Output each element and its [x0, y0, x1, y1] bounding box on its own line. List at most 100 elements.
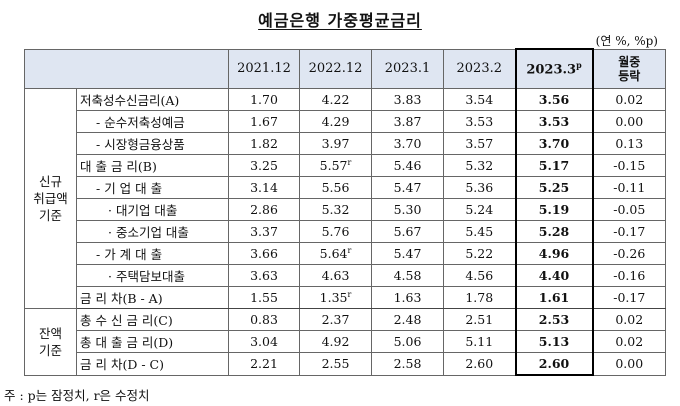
cell-v3: 5.46: [371, 154, 444, 177]
table-row: 대 출 금 리(B) 3.25 5.57r 5.46 5.32 5.17 -0.15: [25, 154, 666, 177]
row-label: 금 리 차(D - C): [76, 352, 229, 376]
cell-chg: 0.02: [592, 88, 666, 111]
row-label: 저축성수신금리(A): [76, 88, 229, 111]
cell-v2: 5.56: [299, 176, 372, 199]
cell-v3: 2.48: [371, 308, 444, 331]
cell-v5: 5.25: [514, 176, 594, 199]
cell-chg: 0.02: [592, 330, 666, 353]
cell-chg: -0.11: [592, 176, 666, 199]
cell-v2: 3.97: [299, 132, 372, 155]
cell-v5: 5.13: [514, 330, 594, 353]
header-blank: [24, 48, 229, 89]
cell-v5: 3.70: [514, 132, 594, 155]
cell-v3: 5.06: [371, 330, 444, 353]
cell-v1: 3.66: [228, 242, 300, 265]
cell-chg: 0.00: [592, 352, 666, 376]
cell-v3: 3.87: [371, 110, 444, 133]
cell-v1: 3.14: [228, 176, 300, 199]
cell-v3: 5.67: [371, 220, 444, 243]
row-label: 총 대 출 금 리(D): [76, 330, 229, 353]
cell-v3: 4.58: [371, 264, 444, 287]
cell-v2: 2.37: [299, 308, 372, 331]
cell-v3: 3.83: [371, 88, 444, 111]
col-header-2023-1: 2023.1: [371, 48, 444, 89]
cell-v1: 3.37: [228, 220, 300, 243]
row-label: 대 출 금 리(B): [76, 154, 229, 177]
table-row: · 중소기업 대출 3.37 5.76 5.67 5.45 5.28 -0.17: [25, 220, 666, 243]
cell-v4: 3.54: [443, 88, 516, 111]
interest-rate-table: 2021.12 2022.12 2023.1 2023.2 2023.3p 월중…: [24, 48, 666, 376]
cell-v4: 2.60: [443, 352, 516, 376]
cell-v5: 3.53: [514, 110, 594, 133]
cell-v1: 3.63: [228, 264, 300, 287]
row-label: · 대기업 대출: [76, 198, 229, 221]
footnote: 주 : p는 잠정치, r은 수정치: [4, 388, 150, 403]
table-row: 신규 취급액 기준 저축성수신금리(A) 1.70 4.22 3.83 3.54 3.56 0.0…: [24, 88, 666, 309]
cell-v3: 3.70: [371, 132, 444, 155]
cell-v4: 5.45: [443, 220, 516, 243]
cell-v3: 2.58: [371, 352, 444, 376]
cell-v1: 3.25: [228, 154, 300, 177]
table-row: · 주택담보대출 3.63 4.63 4.58 4.56 4.40 -0.16: [25, 264, 666, 287]
cell-v3: 1.63: [371, 286, 444, 309]
cell-v5: 1.61: [514, 286, 594, 309]
cell-v2: 4.63: [299, 264, 372, 287]
row-label: - 기 업 대 출: [76, 176, 229, 199]
cell-v2: 5.32: [299, 198, 372, 221]
cell-v4: 5.36: [443, 176, 516, 199]
cell-v5: 2.60: [514, 352, 594, 376]
table-row: 잔액 기준 총 수 신 금 리(C) 0.83 2.37 2.48 2.51 2.53 0.02: [24, 308, 666, 376]
cell-v1: 3.04: [228, 330, 300, 353]
cell-v5: 5.19: [514, 198, 594, 221]
group-new-business: 신규 취급액 기준: [24, 88, 77, 309]
cell-chg: -0.15: [592, 154, 666, 177]
col-header-2022-12: 2022.12: [299, 48, 372, 89]
cell-chg: -0.26: [592, 242, 666, 265]
group-outstanding: 잔액 기준: [24, 308, 77, 376]
cell-chg: -0.16: [592, 264, 666, 287]
cell-v5: 4.96: [514, 242, 594, 265]
cell-v4: 5.24: [443, 198, 516, 221]
cell-v2: 5.76: [299, 220, 372, 243]
cell-v2: 5.64r: [299, 242, 372, 265]
row-label: - 순수저축성예금: [76, 110, 229, 133]
cell-v3: 5.30: [371, 198, 444, 221]
unit-label: (연 %, %p): [595, 34, 658, 48]
cell-v2: 5.57r: [299, 154, 372, 177]
cell-chg: -0.05: [592, 198, 666, 221]
table-row: 금 리 차(B - A) 1.55 1.35r 1.63 1.78 1.61 -0.17: [25, 286, 666, 309]
cell-v1: 1.82: [228, 132, 300, 155]
col-header-2023-2: 2023.2: [443, 48, 516, 89]
table-row: - 시장형금융상품 1.82 3.97 3.70 3.57 3.70 0.13: [25, 132, 666, 155]
cell-v1: 0.83: [228, 308, 300, 331]
cell-v5: 5.28: [514, 220, 594, 243]
col-header-2023-3: 2023.3p: [514, 48, 594, 89]
cell-v2: 4.29: [299, 110, 372, 133]
col-header-monthly-change: 월중 등락: [592, 48, 666, 89]
cell-v1: 1.70: [228, 88, 300, 111]
cell-chg: 0.02: [592, 308, 666, 331]
cell-v4: 3.57: [443, 132, 516, 155]
cell-v4: 2.51: [443, 308, 516, 331]
cell-chg: -0.17: [592, 286, 666, 309]
row-label: - 시장형금융상품: [76, 132, 229, 155]
cell-chg: -0.17: [592, 220, 666, 243]
cell-v4: 3.53: [443, 110, 516, 133]
row-label: · 주택담보대출: [76, 264, 229, 287]
cell-v4: 1.78: [443, 286, 516, 309]
page-title: 예금은행 가중평균금리: [258, 11, 422, 30]
row-label: 금 리 차(B - A): [76, 286, 229, 309]
table-row: · 대기업 대출 2.86 5.32 5.30 5.24 5.19 -0.05: [25, 198, 666, 221]
cell-v1: 1.67: [228, 110, 300, 133]
cell-chg: 0.13: [592, 132, 666, 155]
row-label: 총 수 신 금 리(C): [76, 308, 229, 331]
table-row: 총 대 출 금 리(D) 3.04 4.92 5.06 5.11 5.13 0.02: [25, 330, 666, 353]
cell-chg: 0.00: [592, 110, 666, 133]
table-row: - 기 업 대 출 3.14 5.56 5.47 5.36 5.25 -0.11: [25, 176, 666, 199]
table-row: - 순수저축성예금 1.67 4.29 3.87 3.53 3.53 0.00: [25, 110, 666, 133]
cell-v2: 4.22: [299, 88, 372, 111]
header-row: 2021.12 2022.12 2023.1 2023.2 2023.3p 월중…: [24, 48, 666, 89]
table-row: - 가 계 대 출 3.66 5.64r 5.47 5.22 4.96 -0.26: [25, 242, 666, 265]
cell-v2: 1.35r: [299, 286, 372, 309]
cell-v2: 4.92: [299, 330, 372, 353]
